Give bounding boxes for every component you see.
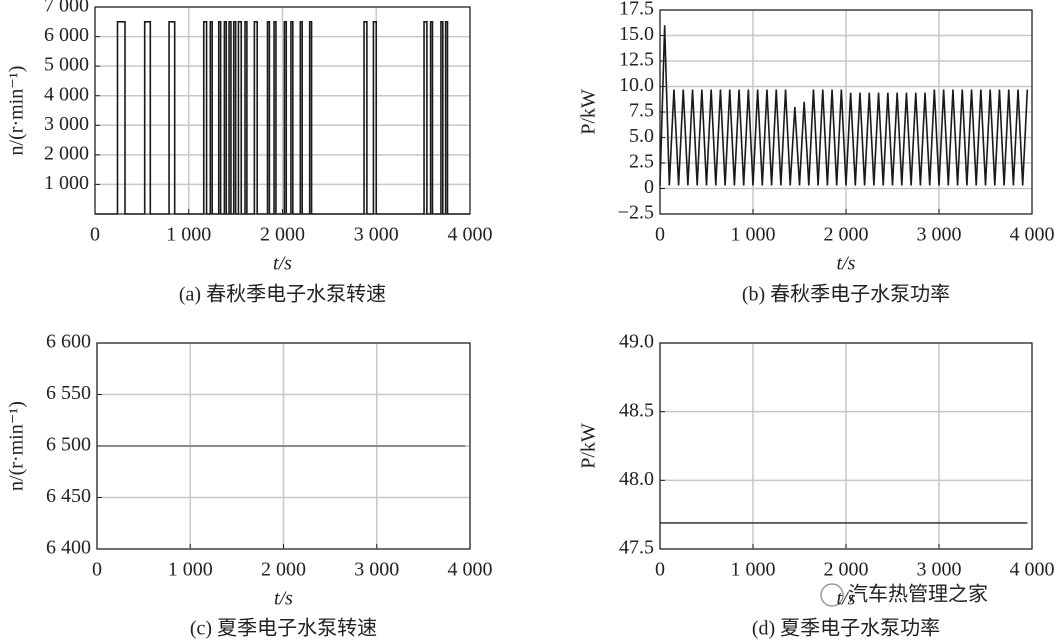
y-axis-label: n/(r·min⁻¹)	[6, 401, 28, 491]
panel-caption: (a) 春秋季电子水泵转速	[179, 283, 386, 306]
x-tick-label: 3 000	[917, 559, 962, 581]
y-tick-label: −2.5	[618, 202, 654, 224]
panel-caption: (b) 春秋季电子水泵功率	[742, 283, 950, 306]
plot-frame	[96, 342, 471, 550]
y-tick-label: 0	[644, 176, 654, 198]
y-tick-label: 1 000	[44, 172, 89, 194]
x-tick-label: 4 000	[448, 224, 493, 246]
watermark-icon	[820, 583, 844, 607]
y-tick-label: 7.5	[629, 100, 654, 122]
x-tick-label: 0	[655, 559, 665, 581]
y-tick-label: 6 600	[46, 331, 91, 353]
x-tick-label: 4 000	[1010, 559, 1055, 581]
y-axis-label: n/(r·min⁻¹)	[6, 66, 28, 156]
y-tick-label: 49.0	[619, 331, 654, 353]
x-tick-label: 4 000	[448, 559, 493, 581]
x-tick-label: 3 000	[354, 224, 399, 246]
y-tick-label: 12.5	[619, 49, 654, 71]
y-tick-label: 48.0	[619, 468, 654, 490]
y-tick-label: 2.5	[629, 151, 654, 173]
y-tick-label: 7 000	[44, 0, 89, 17]
x-tick-label: 4 000	[1010, 224, 1055, 246]
plot-frame	[94, 6, 471, 215]
watermark: 汽车热管理之家	[848, 582, 988, 606]
x-axis-label: t/s	[837, 588, 856, 610]
y-tick-label: 4 000	[44, 83, 89, 105]
y-tick-label: 6 500	[46, 434, 91, 456]
y-tick-label: 47.5	[619, 537, 654, 559]
x-axis-label: t/s	[273, 253, 292, 275]
y-tick-label: 17.5	[619, 0, 654, 20]
x-tick-label: 0	[90, 224, 100, 246]
x-tick-label: 3 000	[917, 224, 962, 246]
y-tick-label: 3 000	[44, 113, 89, 135]
x-axis-label: t/s	[837, 253, 856, 275]
y-tick-label: 5 000	[44, 54, 89, 76]
x-tick-label: 2 000	[261, 559, 306, 581]
panel-caption: (c) 夏季电子水泵转速	[190, 617, 377, 640]
x-tick-label: 0	[92, 559, 102, 581]
y-tick-label: 6 000	[44, 24, 89, 46]
panel-caption: (d) 夏季电子水泵功率	[752, 617, 940, 640]
y-tick-label: 2 000	[44, 142, 89, 164]
x-tick-label: 1 000	[168, 559, 213, 581]
x-tick-label: 3 000	[354, 559, 399, 581]
y-axis-label: P/kW	[578, 89, 600, 135]
data-line	[659, 25, 1029, 186]
plot-frame	[659, 342, 1033, 550]
plot-frame	[659, 9, 1033, 215]
y-tick-label: 15.0	[619, 23, 654, 45]
y-axis-label: P/kW	[578, 423, 600, 469]
x-tick-label: 2 000	[824, 559, 869, 581]
x-tick-label: 1 000	[731, 224, 776, 246]
x-tick-label: 1 000	[166, 224, 211, 246]
y-tick-label: 5.0	[629, 125, 654, 147]
x-tick-label: 1 000	[731, 559, 776, 581]
x-axis-label: t/s	[274, 588, 293, 610]
y-tick-label: 48.5	[619, 399, 654, 421]
x-tick-label: 2 000	[824, 224, 869, 246]
x-tick-label: 0	[655, 224, 665, 246]
y-tick-label: 6 450	[46, 485, 91, 507]
y-tick-label: 10.0	[619, 74, 654, 96]
x-tick-label: 2 000	[260, 224, 305, 246]
y-tick-label: 6 550	[46, 382, 91, 404]
y-tick-label: 6 400	[46, 537, 91, 559]
